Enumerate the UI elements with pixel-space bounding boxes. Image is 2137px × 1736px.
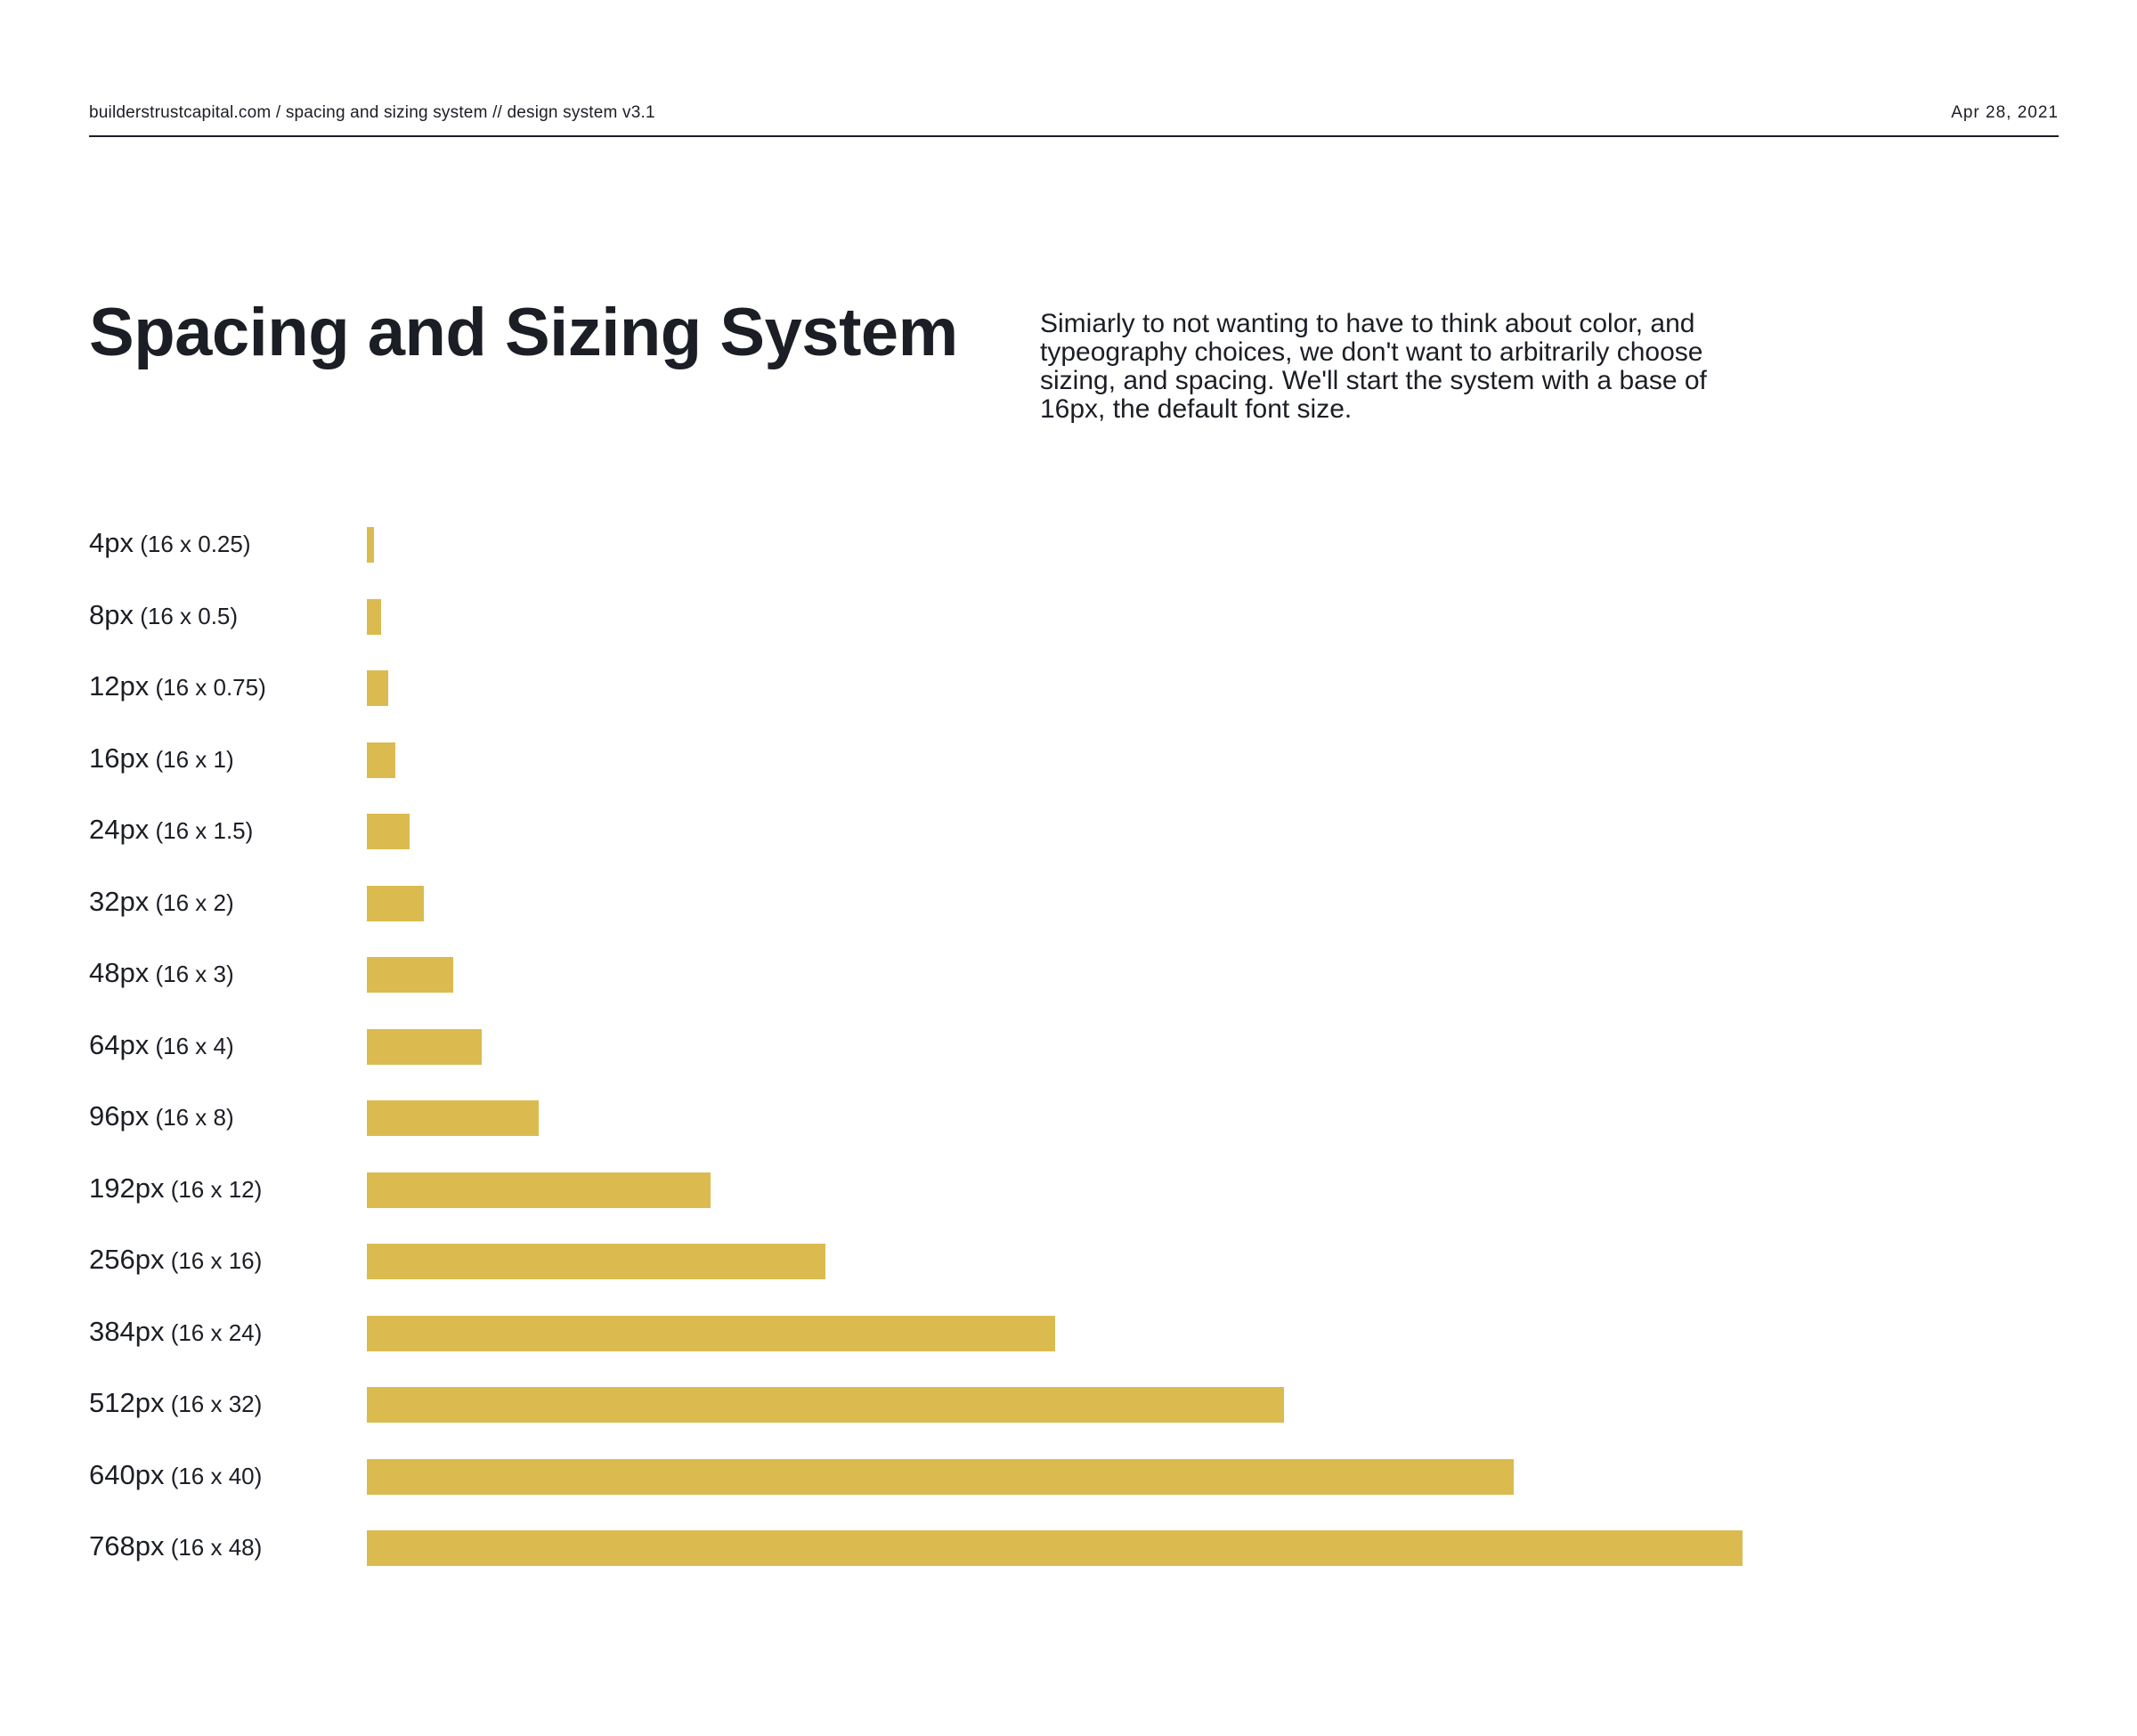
size-value: 640px bbox=[89, 1458, 165, 1490]
size-label: 96px (16 x 8) bbox=[89, 1100, 234, 1132]
size-formula: (16 x 1) bbox=[149, 745, 234, 773]
page-header: builderstrustcapital.com / spacing and s… bbox=[89, 103, 2059, 137]
size-bar bbox=[367, 1315, 1055, 1351]
size-value: 32px bbox=[89, 885, 150, 917]
size-label: 16px (16 x 1) bbox=[89, 742, 234, 775]
size-value: 256px bbox=[89, 1244, 165, 1275]
size-formula: (16 x 0.5) bbox=[133, 602, 239, 629]
size-value: 768px bbox=[89, 1530, 165, 1562]
size-bar bbox=[367, 814, 410, 849]
size-formula: (16 x 3) bbox=[149, 961, 234, 987]
size-bar bbox=[367, 957, 453, 993]
size-formula: (16 x 8) bbox=[149, 1104, 234, 1131]
size-bar bbox=[367, 1530, 1743, 1566]
size-bar bbox=[367, 670, 389, 706]
size-formula: (16 x 4) bbox=[149, 1032, 234, 1059]
size-label: 24px (16 x 1.5) bbox=[89, 814, 253, 846]
size-value: 512px bbox=[89, 1387, 165, 1418]
size-formula: (16 x 2) bbox=[149, 888, 234, 916]
size-bar bbox=[367, 1100, 540, 1136]
size-value: 24px bbox=[89, 814, 150, 845]
size-value: 16px bbox=[89, 742, 150, 774]
size-label: 512px (16 x 32) bbox=[89, 1387, 262, 1419]
size-label: 192px (16 x 12) bbox=[89, 1172, 262, 1205]
size-label: 64px (16 x 4) bbox=[89, 1029, 234, 1061]
size-bar bbox=[367, 1028, 482, 1065]
size-label: 8px (16 x 0.5) bbox=[89, 599, 238, 631]
size-value: 12px bbox=[89, 670, 150, 702]
size-label: 48px (16 x 3) bbox=[89, 957, 234, 989]
size-label: 4px (16 x 0.25) bbox=[89, 527, 251, 559]
size-formula: (16 x 24) bbox=[164, 1318, 263, 1346]
page-title: Spacing and Sizing System bbox=[89, 295, 958, 370]
size-bar bbox=[367, 885, 425, 921]
size-label: 384px (16 x 24) bbox=[89, 1316, 262, 1348]
size-bar bbox=[367, 1458, 1514, 1495]
size-label: 256px (16 x 16) bbox=[89, 1244, 262, 1276]
size-bar bbox=[367, 1244, 826, 1279]
size-label: 12px (16 x 0.75) bbox=[89, 670, 266, 702]
size-value: 8px bbox=[89, 598, 134, 630]
size-formula: (16 x 16) bbox=[164, 1247, 263, 1274]
size-value: 64px bbox=[89, 1028, 150, 1060]
size-bar bbox=[367, 598, 382, 635]
size-value: 4px bbox=[89, 527, 134, 558]
size-bar bbox=[367, 1172, 711, 1208]
size-value: 48px bbox=[89, 957, 150, 988]
breadcrumb: builderstrustcapital.com / spacing and s… bbox=[89, 103, 655, 122]
size-formula: (16 x 32) bbox=[164, 1391, 263, 1417]
size-value: 192px bbox=[89, 1172, 165, 1204]
size-bar bbox=[367, 1387, 1285, 1423]
size-value: 96px bbox=[89, 1100, 150, 1132]
size-label: 768px (16 x 48) bbox=[89, 1530, 262, 1562]
page-description: Simiarly to not wanting to have to think… bbox=[1040, 309, 1707, 424]
size-formula: (16 x 48) bbox=[164, 1534, 263, 1561]
size-bar bbox=[367, 527, 375, 563]
size-value: 384px bbox=[89, 1315, 165, 1347]
size-formula: (16 x 1.5) bbox=[149, 817, 254, 844]
header-date: Apr 28, 2021 bbox=[1951, 103, 2059, 122]
size-formula: (16 x 12) bbox=[164, 1175, 263, 1203]
size-formula: (16 x 40) bbox=[164, 1462, 263, 1489]
size-label: 32px (16 x 2) bbox=[89, 886, 234, 918]
size-formula: (16 x 0.25) bbox=[133, 531, 251, 557]
size-label: 640px (16 x 40) bbox=[89, 1459, 262, 1491]
size-bar bbox=[367, 742, 396, 778]
size-formula: (16 x 0.75) bbox=[149, 674, 266, 701]
